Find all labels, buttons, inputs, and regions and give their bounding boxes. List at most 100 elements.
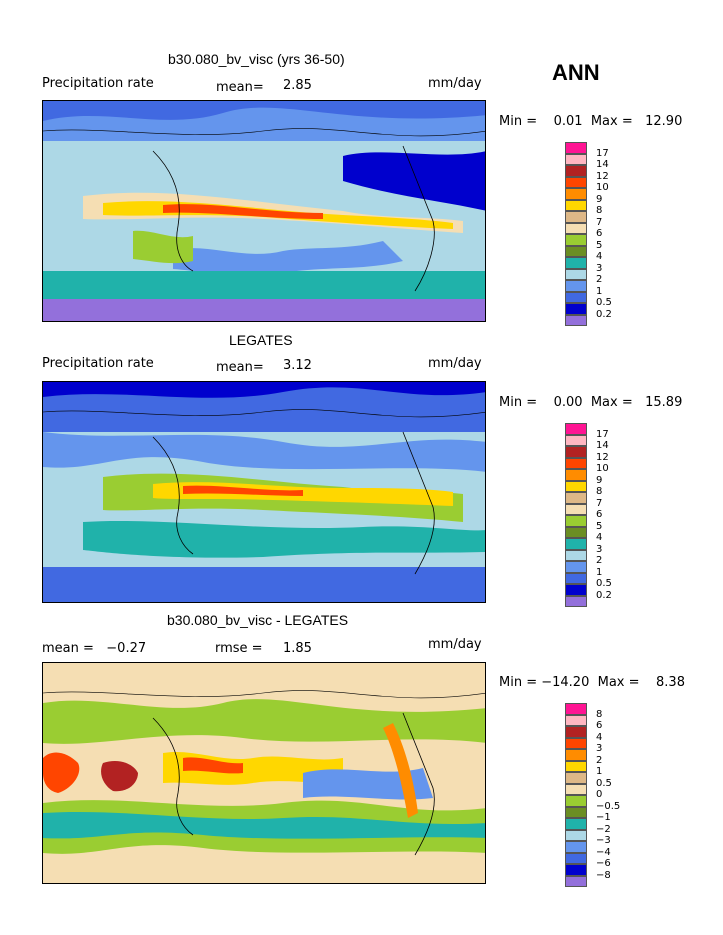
colorbar-label: 1 [596, 566, 603, 578]
colorbar-label: 7 [596, 497, 603, 509]
colorbar-swatch [565, 875, 587, 887]
colorbar-swatch [565, 714, 587, 726]
colorbar-swatch [565, 153, 587, 165]
colorbar-swatch [565, 245, 587, 257]
colorbar-label: 7 [596, 216, 603, 228]
panel2-map [42, 381, 486, 603]
panel1-units: mm/day [428, 76, 482, 91]
colorbar-swatch [565, 584, 587, 596]
colorbar-swatch [565, 595, 587, 607]
colorbar-swatch [565, 303, 587, 315]
colorbar-swatch [565, 737, 587, 749]
colorbar-swatch [565, 549, 587, 561]
panel2-field-label: Precipitation rate [42, 356, 154, 371]
colorbar-label: −3 [596, 835, 611, 846]
panel3-mean-text: mean = −0.27 [42, 641, 147, 656]
colorbar-swatch [565, 469, 587, 481]
colorbar-label: 3 [596, 262, 603, 274]
panel1-minmax: Min = 0.01 Max = 12.90 [499, 114, 683, 129]
panel3-colorbar [565, 703, 587, 887]
colorbar-swatch [565, 280, 587, 292]
colorbar-swatch [565, 503, 587, 515]
colorbar-swatch [565, 257, 587, 269]
colorbar-swatch [565, 841, 587, 853]
panel2-mean-value: 3.12 [283, 358, 312, 373]
colorbar-label: 6 [596, 228, 603, 239]
panel2-title: LEGATES [229, 332, 293, 348]
colorbar-label: 1 [596, 766, 603, 777]
colorbar-label: 17 [596, 428, 609, 440]
panel1-colorbar [565, 142, 587, 326]
colorbar-label: 0.5 [596, 777, 612, 789]
colorbar-swatch [565, 795, 587, 807]
colorbar-swatch [565, 268, 587, 280]
colorbar-label: −0.5 [596, 800, 621, 812]
colorbar-swatch [565, 772, 587, 784]
colorbar-label: 5 [596, 520, 603, 532]
colorbar-swatch [565, 760, 587, 772]
colorbar-label: 8 [596, 486, 603, 497]
colorbar-label: 2 [596, 754, 603, 766]
panel2-units: mm/day [428, 356, 482, 371]
colorbar-label: 6 [596, 720, 603, 731]
colorbar-swatch [565, 142, 587, 154]
colorbar-label: 3 [596, 543, 603, 555]
panel1-mean-value: 2.85 [283, 78, 312, 93]
colorbar-swatch [565, 538, 587, 550]
colorbar-swatch [565, 749, 587, 761]
colorbar-label: −1 [596, 812, 611, 823]
panel1-map [42, 100, 486, 322]
colorbar-swatch [565, 783, 587, 795]
colorbar-swatch [565, 515, 587, 527]
colorbar-swatch [565, 211, 587, 223]
colorbar-swatch [565, 291, 587, 303]
colorbar-label: 2 [596, 274, 603, 285]
colorbar-label: 14 [596, 440, 609, 451]
panel1-field-label: Precipitation rate [42, 76, 154, 91]
colorbar-swatch [565, 188, 587, 200]
colorbar-label: −2 [596, 823, 611, 835]
colorbar-label: 12 [596, 451, 609, 463]
panel3-minmax: Min = −14.20 Max = 8.38 [499, 675, 685, 690]
colorbar-label: 6 [596, 509, 603, 520]
panel3-units: mm/day [428, 637, 482, 652]
panel3-rmse-value: 1.85 [283, 641, 312, 656]
colorbar-swatch [565, 726, 587, 738]
colorbar-label: 4 [596, 731, 603, 743]
colorbar-label: 3 [596, 743, 603, 754]
colorbar-swatch [565, 234, 587, 246]
colorbar-swatch [565, 165, 587, 177]
panel2-mean-label: mean= [216, 360, 264, 375]
colorbar-swatch [565, 852, 587, 864]
colorbar-swatch [565, 818, 587, 830]
colorbar-swatch [565, 446, 587, 458]
colorbar-label: 17 [596, 147, 609, 159]
colorbar-swatch [565, 526, 587, 538]
colorbar-swatch [565, 199, 587, 211]
season-label: ANN [552, 60, 600, 85]
colorbar-swatch [565, 572, 587, 584]
colorbar-label: 10 [596, 463, 609, 474]
colorbar-label: 1 [596, 285, 603, 297]
panel2-minmax: Min = 0.00 Max = 15.89 [499, 395, 683, 410]
panel3-rmse-label: rmse = [215, 641, 263, 656]
colorbar-label: 5 [596, 239, 603, 251]
colorbar-swatch [565, 176, 587, 188]
colorbar-swatch [565, 864, 587, 876]
colorbar-swatch [565, 492, 587, 504]
colorbar-label: 4 [596, 532, 603, 543]
colorbar-swatch [565, 457, 587, 469]
colorbar-label: −6 [596, 858, 611, 869]
colorbar-label: −8 [596, 869, 611, 881]
colorbar-label: 0.5 [596, 297, 612, 308]
panel3-title: b30.080_bv_visc - LEGATES [167, 612, 349, 628]
colorbar-label: 0.2 [596, 308, 612, 320]
colorbar-swatch [565, 703, 587, 715]
colorbar-label: 8 [596, 205, 603, 216]
colorbar-swatch [565, 434, 587, 446]
panel3-map [42, 662, 486, 884]
colorbar-swatch [565, 561, 587, 573]
colorbar-swatch [565, 806, 587, 818]
colorbar-swatch [565, 480, 587, 492]
colorbar-label: 0 [596, 789, 603, 800]
